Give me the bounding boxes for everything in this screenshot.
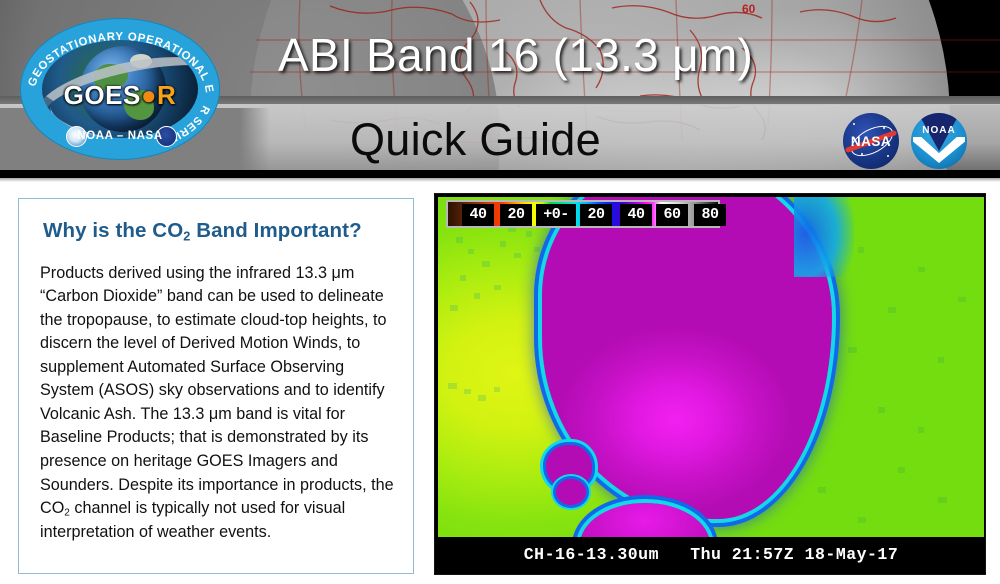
cloud-rim-northeast (794, 197, 854, 277)
panel-body-text: Products derived using the infrared 13.3… (40, 262, 397, 545)
page-header: GOES●R GEOSTATIONARY OPERATIONAL ENVIRON… (0, 0, 1000, 178)
panel-heading-subscript: 2 (183, 228, 191, 244)
noaa-logo: NOAA (911, 113, 967, 169)
colorbar-tick-4: 40 (620, 204, 652, 226)
panel-heading-pre: Why is the CO (43, 219, 184, 242)
nasa-logo: NASA (843, 113, 899, 169)
logo-inner-disc: GOES●R (42, 40, 198, 138)
goes-wordmark: GOES●R (63, 80, 177, 110)
goes-wordmark-text: GOES (63, 80, 141, 110)
satellite-image-panel: 40 20 +0- 20 40 60 80 CH-16-13.30um Thu … (434, 193, 986, 575)
colorbar-tick-3: 20 (580, 204, 612, 226)
page-title: ABI Band 16 (13.3 μm) (278, 29, 754, 81)
colorbar-tick-5: 60 (656, 204, 688, 226)
image-caption-text: CH-16-13.30um Thu 21:57Z 18-May-17 (523, 545, 899, 564)
noaa-seal-icon (66, 126, 87, 147)
why-important-panel: Why is the CO2 Band Important? Products … (18, 198, 414, 574)
panel-body-subscript: 2 (64, 507, 70, 519)
panel-heading-post: Band Important? (190, 219, 362, 242)
colorbar-tick-2: +0- (536, 204, 576, 226)
logo-arc-top-label: GEOSTATIONARY OPERATIONAL ENVIRONMENTAL … (20, 18, 214, 94)
cold-cloud-lobe-b (556, 479, 586, 505)
header-bottom-rule (0, 170, 1000, 178)
page-subtitle: Quick Guide (350, 114, 601, 165)
satellite-image-scene: 40 20 +0- 20 40 60 80 (438, 197, 984, 537)
logo-agencies-label: NOAA – NASA (77, 130, 163, 142)
noaa-logo-label: NOAA (922, 125, 956, 136)
colorbar: 40 20 +0- 20 40 60 80 (446, 200, 726, 228)
nasa-meatball-small-icon (156, 126, 177, 147)
latitude-gridline-label: 60 (742, 2, 756, 16)
colorbar-tick-0: 40 (462, 204, 494, 226)
nasa-logo-label: NASA (850, 134, 892, 149)
header-drop-shadow (0, 178, 1000, 182)
earth-icon (80, 46, 166, 132)
colorbar-tick-1: 20 (500, 204, 532, 226)
image-caption-bar: CH-16-13.30um Thu 21:57Z 18-May-17 (438, 539, 984, 571)
svg-text:GEOSTATIONARY OPERATIONAL ENVI: GEOSTATIONARY OPERATIONAL ENVIRONMENTAL … (20, 18, 215, 94)
colorbar-tick-6: 80 (694, 204, 726, 226)
panel-body-part1: Products derived using the infrared 13.3… (40, 263, 394, 518)
panel-heading: Why is the CO2 Band Important? (43, 219, 397, 244)
goes-wordmark-suffix: R (157, 80, 177, 110)
panel-body-part2: channel is typically not used for visual… (40, 499, 346, 542)
goes-r-logo: GOES●R GEOSTATIONARY OPERATIONAL ENVIRON… (20, 18, 220, 160)
scan-band-dark (0, 96, 1000, 105)
